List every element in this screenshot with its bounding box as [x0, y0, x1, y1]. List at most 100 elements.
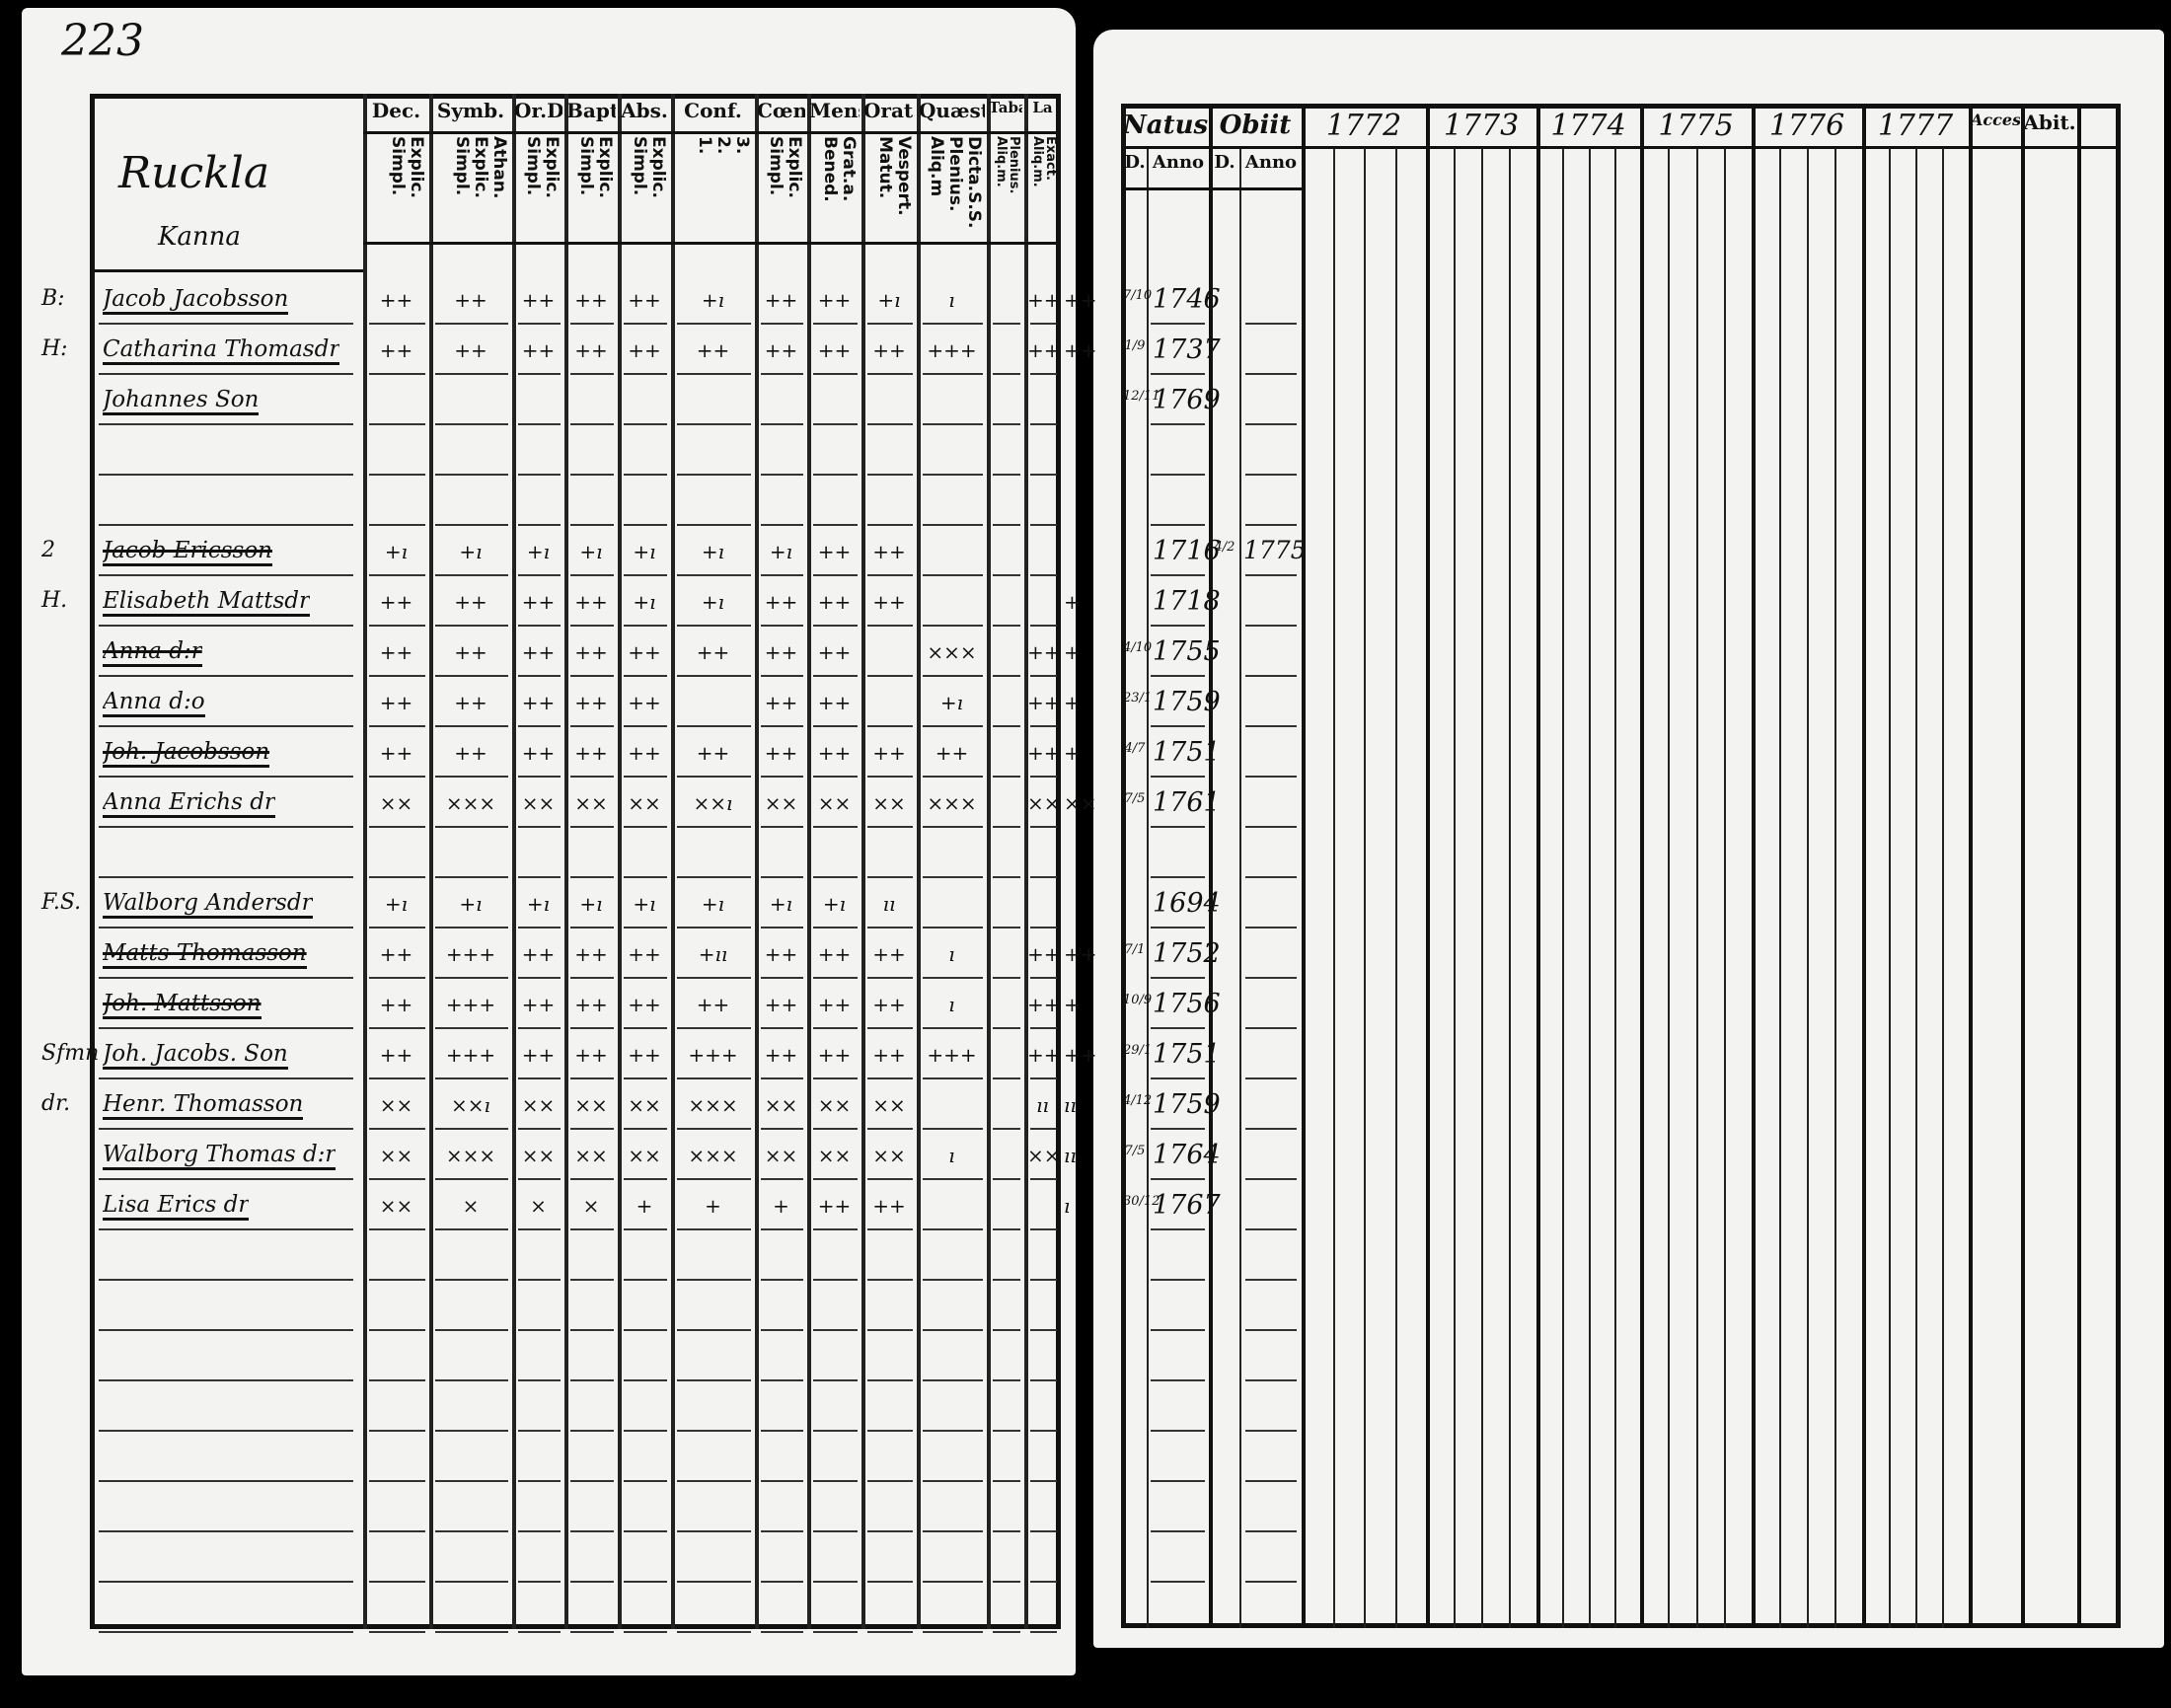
row-rule — [813, 574, 858, 576]
row-rule — [923, 1178, 983, 1180]
row-rule — [923, 1530, 983, 1532]
row-rule — [923, 1581, 983, 1583]
row-rule — [99, 1480, 353, 1482]
year-subcolumn — [1481, 148, 1483, 1628]
row-rule — [923, 1329, 983, 1331]
row-rule — [813, 423, 858, 425]
catechism-mark: ××× — [927, 791, 977, 815]
row-rule — [624, 1329, 667, 1331]
catechism-mark: ××× — [445, 791, 496, 815]
row-rule — [677, 625, 751, 627]
row-rule — [518, 524, 561, 526]
row-rule — [813, 1430, 858, 1432]
column-divider — [861, 94, 865, 1629]
catechism-mark: ×× — [764, 1144, 798, 1167]
header-divider — [1121, 187, 1302, 190]
catechism-mark: × — [530, 1194, 547, 1218]
row-rule — [761, 1228, 803, 1230]
row-rule — [369, 574, 425, 576]
catechism-mark: +++ — [445, 942, 496, 966]
row-margin-note: H: — [41, 336, 68, 361]
row-rule — [1245, 725, 1297, 727]
row-rule — [570, 1228, 614, 1230]
row-rule — [435, 323, 508, 325]
row-rule — [867, 1128, 913, 1130]
row-rule — [518, 675, 561, 677]
column-divider — [363, 94, 367, 1629]
catechism-mark: ×× — [764, 1093, 798, 1117]
person-name: Joh. Mattsson — [103, 991, 262, 1019]
row-rule — [369, 1027, 425, 1029]
birth-day: 4/12 — [1123, 1093, 1153, 1108]
header-divider — [90, 269, 363, 272]
row-rule — [813, 1178, 858, 1180]
row-rule — [624, 1228, 667, 1230]
row-rule — [1151, 826, 1205, 828]
catechism-mark: ++ — [817, 288, 852, 312]
catechism-mark: ×× — [1064, 791, 1097, 815]
catechism-mark: + — [636, 1194, 653, 1218]
catechism-mark: +ıı — [698, 942, 728, 966]
catechism-mark: ++ — [454, 640, 487, 664]
row-rule — [570, 1430, 614, 1432]
catechism-mark: ++ — [379, 942, 413, 966]
row-rule — [923, 1279, 983, 1281]
catechism-mark: +ı — [579, 540, 603, 563]
row-rule — [518, 977, 561, 979]
catechism-mark: ×× — [574, 791, 608, 815]
catechism-mark: +++ — [445, 1043, 496, 1067]
catechism-mark: ++ — [1064, 338, 1097, 362]
row-rule — [99, 725, 353, 727]
catechism-mark: ++ — [379, 640, 413, 664]
row-rule — [993, 977, 1020, 979]
row-rule — [435, 1279, 508, 1281]
catechism-mark: +ı — [384, 892, 409, 916]
row-rule — [570, 323, 614, 325]
row-rule — [1030, 474, 1057, 476]
row-rule — [813, 1128, 858, 1130]
year-subcolumn — [1696, 148, 1698, 1628]
row-rule — [624, 927, 667, 928]
row-rule — [1245, 675, 1297, 677]
column-subheader: Vespert. Matut. — [875, 136, 914, 216]
row-rule — [435, 524, 508, 526]
row-rule — [570, 1027, 614, 1029]
row-rule — [867, 927, 913, 928]
row-rule — [1245, 1228, 1297, 1230]
catechism-mark: + — [1064, 741, 1081, 765]
row-rule — [677, 776, 751, 778]
row-rule — [923, 1228, 983, 1230]
column-divider — [1862, 104, 1866, 1628]
person-name: Henr. Thomasson — [103, 1091, 304, 1120]
column-divider — [671, 94, 675, 1629]
row-rule — [923, 725, 983, 727]
row-rule — [1030, 826, 1057, 828]
birth-year: 1769 — [1153, 385, 1221, 415]
row-rule — [923, 1379, 983, 1381]
row-rule — [993, 373, 1020, 375]
row-rule — [867, 776, 913, 778]
person-name: Johannes Son — [103, 387, 260, 415]
village-name: Ruckla — [118, 148, 270, 198]
row-rule — [99, 776, 353, 778]
catechism-mark: ı — [948, 1144, 955, 1167]
row-rule — [761, 826, 803, 828]
column-subheader: Explic. Simpl. — [766, 136, 804, 198]
row-rule — [867, 1279, 913, 1281]
row-rule — [923, 675, 983, 677]
row-rule — [435, 373, 508, 375]
column-header: Abs. — [621, 99, 668, 122]
row-rule — [761, 1027, 803, 1029]
row-rule — [677, 474, 751, 476]
row-rule — [1151, 1279, 1205, 1281]
row-rule — [867, 725, 913, 727]
row-rule — [1030, 1279, 1057, 1281]
catechism-mark: ++ — [696, 741, 730, 765]
catechism-mark: +++ — [927, 338, 977, 362]
row-rule — [518, 373, 561, 375]
person-name: Jacob Ericsson — [103, 538, 272, 566]
row-rule — [923, 876, 983, 878]
birth-day: 7/10 — [1123, 288, 1153, 303]
row-rule — [923, 1480, 983, 1482]
row-rule — [624, 323, 667, 325]
